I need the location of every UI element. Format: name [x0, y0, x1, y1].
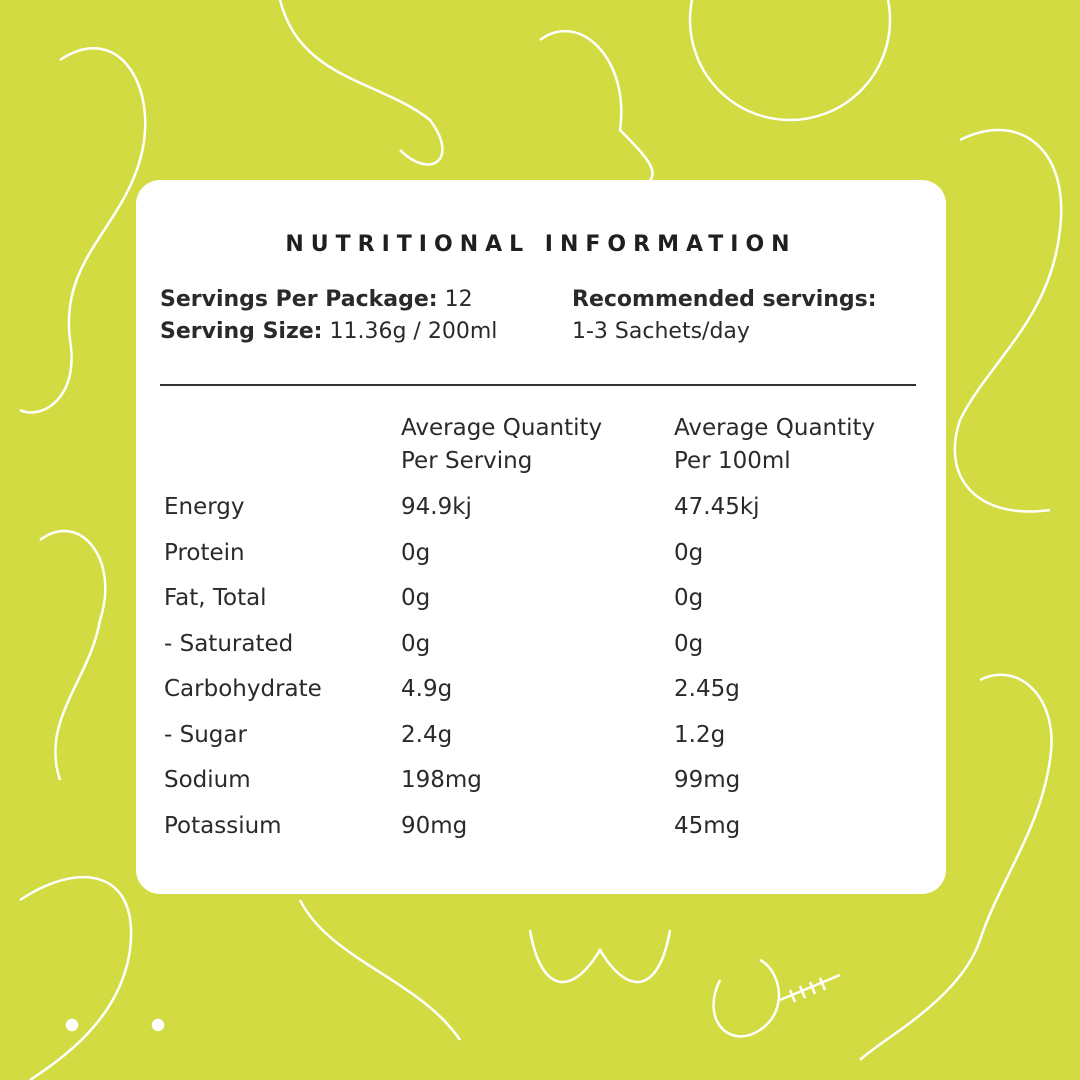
nipple-dot: [151, 1018, 165, 1032]
per-100ml-value: 0g: [674, 630, 704, 657]
servings-per-package-label: Servings Per Package:: [160, 287, 438, 312]
servings-info: Servings Per Package: 12 Serving Size: 1…: [160, 284, 497, 348]
serving-size-value: 11.36g / 200ml: [329, 319, 498, 344]
nutrient-name: - Saturated: [164, 630, 294, 657]
woman-illustration: [278, 0, 444, 166]
woman-illustration: [39, 529, 107, 781]
column-header-line: Per 100ml: [674, 448, 791, 474]
column-header-line: Average Quantity: [674, 415, 876, 441]
breasts-illustration: [528, 929, 672, 984]
per-serving-value: 94.9kj: [401, 494, 472, 520]
per-100ml-value: 99mg: [674, 767, 741, 793]
page-title: NUTRITIONAL INFORMATION: [285, 232, 797, 257]
per-100ml-value: 45mg: [674, 812, 741, 839]
nutrient-name: Protein: [164, 539, 245, 566]
divider: [160, 384, 916, 386]
breast-illustration: [712, 958, 780, 1038]
woman-illustration: [953, 128, 1063, 513]
serving-size-label: Serving Size:: [160, 319, 323, 344]
nutrient-name: Fat, Total: [164, 585, 267, 611]
recommended-label: Recommended servings:: [572, 287, 877, 312]
woman-illustration: [19, 47, 147, 414]
nutrient-name: Potassium: [164, 812, 282, 839]
woman-illustration: [859, 673, 1053, 1061]
per-serving-value: 4.9g: [401, 676, 453, 702]
column-header-per-serving: Average Quantity Per Serving: [401, 412, 602, 478]
nutrient-name: Carbohydrate: [164, 676, 322, 702]
per-serving-value: 2.4g: [401, 721, 453, 748]
nipple-dot: [65, 1018, 79, 1032]
per-100ml-value: 2.45g: [674, 676, 740, 702]
per-serving-value: 90mg: [401, 812, 468, 839]
per-serving-value: 0g: [401, 630, 431, 657]
per-serving-value: 198mg: [401, 767, 482, 793]
recommended-value: 1-3 Sachets/day: [572, 319, 750, 344]
woman-illustration: [298, 899, 462, 1041]
recommended-info: Recommended servings: 1-3 Sachets/day: [572, 284, 877, 348]
per-serving-value: 0g: [401, 539, 431, 566]
servings-per-package-value: 12: [444, 287, 473, 312]
per-100ml-value: 0g: [674, 585, 704, 611]
column-header-line: Per Serving: [401, 448, 533, 474]
nutrient-name: Energy: [164, 494, 245, 520]
per-serving-value: 0g: [401, 585, 431, 611]
per-100ml-value: 1.2g: [674, 721, 726, 748]
per-100ml-value: 47.45kj: [674, 494, 760, 520]
belly-circle-illustration: [688, 0, 892, 122]
nutrition-card: [136, 180, 946, 894]
per-100ml-value: 0g: [674, 539, 704, 566]
woman-illustration: [539, 29, 654, 181]
nutrient-name: Sodium: [164, 767, 251, 793]
column-header-per-100ml: Average Quantity Per 100ml: [674, 412, 875, 478]
scar-illustration: [779, 973, 841, 1003]
nutrient-name: - Sugar: [164, 721, 247, 748]
woman-illustration: [19, 876, 133, 1080]
column-header-line: Average Quantity: [401, 415, 603, 441]
